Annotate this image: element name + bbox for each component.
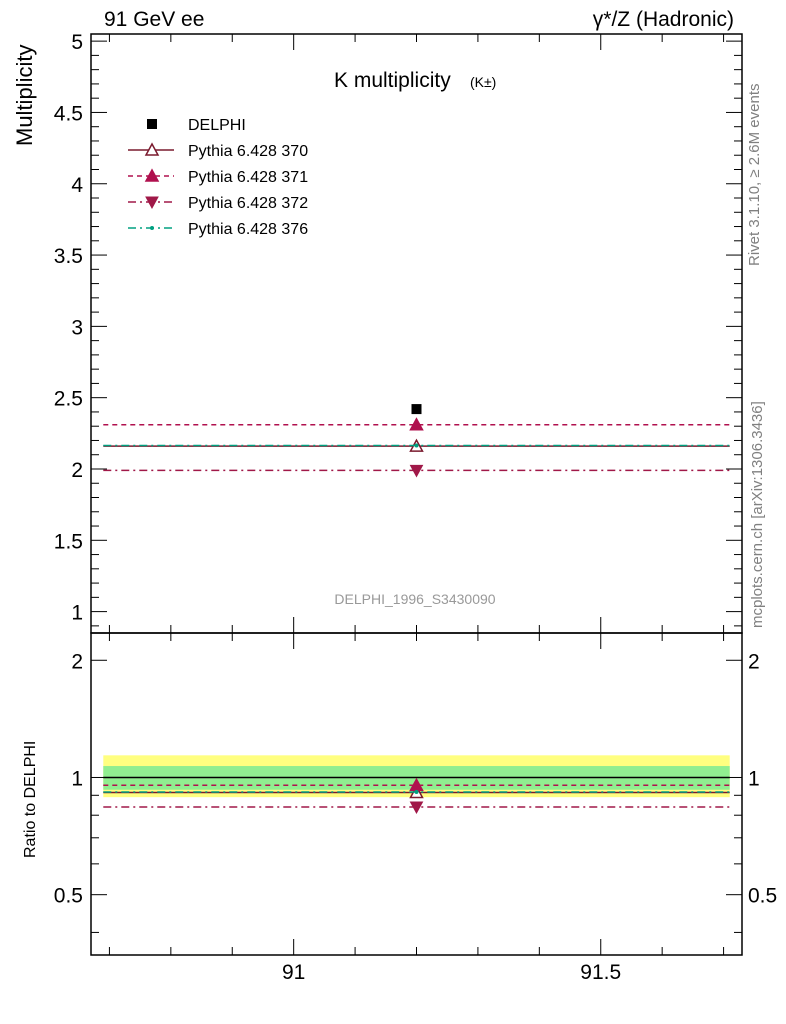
- ratio-y-tick-label: 0.5: [54, 885, 83, 908]
- y-tick-label: 1.5: [54, 530, 83, 553]
- y-tick-label: 3: [71, 316, 83, 339]
- y-tick-label: 5: [71, 31, 83, 54]
- chart-title-sub: (K±): [470, 74, 496, 90]
- legend-label-p371: Pythia 6.428 371: [188, 169, 308, 186]
- ratio-y-tick-label: 1: [71, 767, 83, 790]
- data-point-p372: [409, 464, 424, 478]
- y-tick-label: 4: [71, 174, 83, 197]
- y-tick-label: 4.5: [54, 102, 83, 125]
- x-tick-label: 91: [282, 961, 305, 984]
- analysis-watermark: DELPHI_1996_S3430090: [334, 591, 495, 607]
- ratio-y-tick-label-right: 0.5: [748, 885, 777, 908]
- data-point-p371: [409, 417, 424, 431]
- y-tick-label: 2.5: [54, 388, 83, 411]
- ratio-y-tick-label-right: 1: [748, 767, 760, 790]
- x-tick-label: 91.5: [580, 961, 621, 984]
- legend-marker-p371: [144, 168, 160, 182]
- y-tick-label: 2: [71, 459, 83, 482]
- header-right: γ*/Z (Hadronic): [592, 8, 734, 31]
- y-tick-label: 1: [71, 602, 83, 625]
- chart-title: K multiplicity: [334, 69, 451, 92]
- ratio-y-tick-label: 2: [71, 650, 83, 673]
- main-plot: 1 1.5 2 2.5 3 3.5 4 4.5 5: [54, 31, 743, 634]
- y-tick-label: 3.5: [54, 245, 83, 268]
- ratio-plot: 0.5 0.5 1 1 2 2 91 91.5: [54, 632, 777, 984]
- legend-marker-p376: [150, 226, 154, 230]
- legend-marker-p370: [144, 142, 160, 156]
- data-point-delphi: [411, 404, 422, 415]
- legend-label-p372: Pythia 6.428 372: [188, 195, 308, 212]
- legend-label-p370: Pythia 6.428 370: [188, 143, 308, 160]
- legend-label-p376: Pythia 6.428 376: [188, 221, 308, 238]
- ratio-point-p376: [414, 789, 419, 794]
- legend: DELPHI Pythia 6.428 370 Pythia 6.428 371 Py…: [128, 117, 308, 238]
- ratio-point-p372: [409, 801, 424, 815]
- data-point-p376: [414, 443, 419, 448]
- legend-marker-p372: [145, 196, 159, 210]
- legend-marker-delphi: [147, 119, 157, 129]
- header-left: 91 GeV ee: [104, 8, 205, 31]
- legend-label-delphi: DELPHI: [188, 117, 246, 134]
- ratio-y-tick-label-right: 2: [748, 650, 760, 673]
- ratio-frame: [90, 632, 743, 956]
